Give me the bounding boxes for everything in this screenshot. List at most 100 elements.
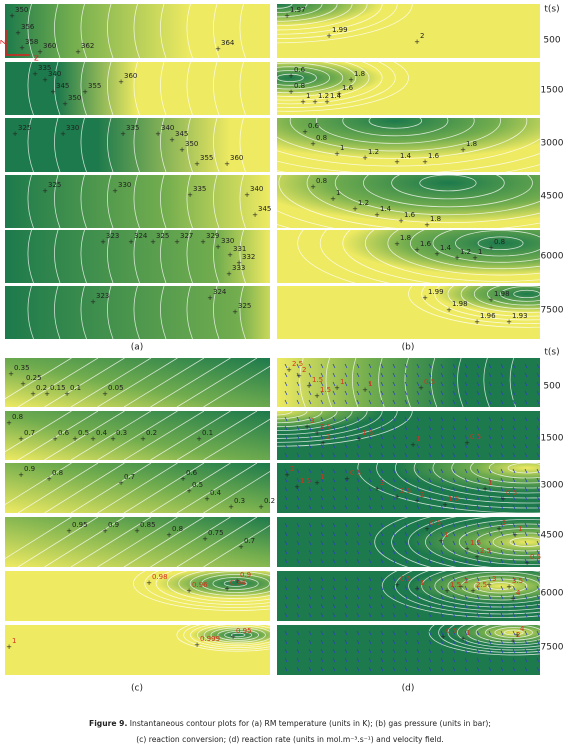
contour-cross: + bbox=[486, 581, 492, 589]
contour-line bbox=[394, 571, 540, 615]
contour-cross: + bbox=[226, 270, 232, 278]
contour-label: 2 bbox=[420, 32, 424, 40]
velocity-arrow bbox=[464, 452, 468, 458]
panel-background bbox=[5, 175, 270, 228]
panel-background bbox=[277, 625, 540, 675]
velocity-arrow bbox=[296, 443, 300, 449]
velocity-arrow bbox=[296, 576, 300, 582]
velocity-arrow bbox=[356, 468, 360, 474]
velocity-arrow bbox=[488, 648, 492, 654]
velocity-arrow bbox=[392, 585, 396, 591]
velocity-arrow bbox=[320, 558, 324, 564]
velocity-arrow bbox=[380, 585, 384, 591]
contour-line bbox=[133, 118, 140, 172]
contour-label: 0.75 bbox=[208, 529, 224, 537]
velocity-arrow bbox=[500, 585, 504, 591]
velocity-arrow bbox=[464, 416, 468, 422]
velocity-arrow bbox=[284, 425, 288, 431]
velocity-arrow bbox=[464, 495, 468, 501]
time-title: t(s) bbox=[544, 348, 559, 358]
contour-line bbox=[319, 230, 390, 283]
contour-label: 0.9 bbox=[240, 571, 251, 579]
contour-line bbox=[133, 230, 140, 283]
velocity-arrow bbox=[320, 477, 324, 483]
contour-line bbox=[277, 411, 368, 435]
velocity-arrow bbox=[296, 612, 300, 618]
contour-line bbox=[460, 286, 540, 313]
velocity-arrow bbox=[512, 648, 516, 654]
contour-panel bbox=[5, 286, 270, 339]
contour-label: 0.6 bbox=[294, 66, 306, 74]
velocity-arrow bbox=[392, 434, 396, 440]
contour-label: 0.999 bbox=[200, 635, 220, 643]
contour-line bbox=[97, 411, 178, 460]
velocity-arrow bbox=[308, 495, 312, 501]
velocity-arrow bbox=[500, 639, 504, 645]
contour-line bbox=[352, 358, 359, 407]
velocity-arrow bbox=[512, 381, 516, 387]
contour-cross: + bbox=[230, 633, 236, 641]
velocity-arrow bbox=[512, 477, 516, 483]
contour-label: 0.2 bbox=[264, 497, 275, 505]
velocity-arrow bbox=[296, 416, 300, 422]
velocity-arrow bbox=[296, 648, 300, 654]
velocity-arrow bbox=[524, 443, 528, 449]
velocity-arrow bbox=[536, 594, 540, 600]
contour-line bbox=[107, 175, 114, 228]
contour-label: 1.5 bbox=[320, 386, 331, 394]
velocity-arrow bbox=[464, 363, 468, 369]
contour-line bbox=[150, 411, 231, 460]
velocity-arrow bbox=[392, 477, 396, 483]
contour-line bbox=[277, 411, 338, 428]
contour-panel bbox=[277, 358, 540, 407]
contour-line bbox=[230, 632, 246, 638]
velocity-arrow bbox=[536, 416, 540, 422]
contour-cross: + bbox=[18, 471, 24, 479]
velocity-arrow bbox=[284, 381, 288, 387]
contour-cross: + bbox=[44, 390, 50, 398]
caption-figure: Figure 9. bbox=[89, 719, 127, 728]
velocity-arrow bbox=[464, 594, 468, 600]
velocity-arrow bbox=[416, 576, 420, 582]
velocity-arrow bbox=[488, 372, 492, 378]
velocity-arrow bbox=[380, 399, 384, 405]
panel-background bbox=[277, 175, 540, 228]
contour-line bbox=[477, 236, 524, 251]
contour-line bbox=[17, 358, 99, 407]
velocity-arrow bbox=[320, 443, 324, 449]
contour-cross: + bbox=[50, 88, 56, 96]
contour-line bbox=[368, 118, 423, 129]
contour-label: 358 bbox=[25, 38, 38, 46]
contour-line bbox=[186, 4, 193, 58]
contour-cross: + bbox=[482, 485, 488, 493]
velocity-arrow bbox=[512, 630, 516, 636]
velocity-arrow bbox=[344, 390, 348, 396]
velocity-arrow bbox=[404, 648, 408, 654]
velocity-arrow bbox=[284, 612, 288, 618]
contour-line bbox=[133, 286, 140, 339]
velocity-arrow bbox=[356, 443, 360, 449]
velocity-arrow bbox=[464, 381, 468, 387]
velocity-arrow bbox=[512, 540, 516, 546]
contour-line bbox=[17, 463, 99, 513]
velocity-arrow bbox=[416, 648, 420, 654]
velocity-arrow bbox=[464, 531, 468, 537]
velocity-arrow bbox=[332, 443, 336, 449]
velocity-arrow bbox=[404, 390, 408, 396]
contour-cross: + bbox=[42, 76, 48, 84]
contour-line bbox=[54, 230, 61, 283]
contour-line bbox=[277, 62, 370, 101]
contour-cross: + bbox=[514, 631, 520, 639]
velocity-arrow bbox=[296, 639, 300, 645]
velocity-arrow bbox=[524, 452, 528, 458]
velocity-arrow bbox=[320, 363, 324, 369]
velocity-arrow bbox=[380, 425, 384, 431]
contour-cross: + bbox=[134, 527, 140, 535]
contour-label: 1.2 bbox=[460, 248, 471, 256]
velocity-arrow bbox=[344, 452, 348, 458]
velocity-arrow bbox=[464, 477, 468, 483]
contour-cross: + bbox=[310, 183, 316, 191]
velocity-arrow bbox=[536, 477, 540, 483]
contour-line bbox=[190, 625, 270, 648]
velocity-arrow bbox=[440, 585, 444, 591]
